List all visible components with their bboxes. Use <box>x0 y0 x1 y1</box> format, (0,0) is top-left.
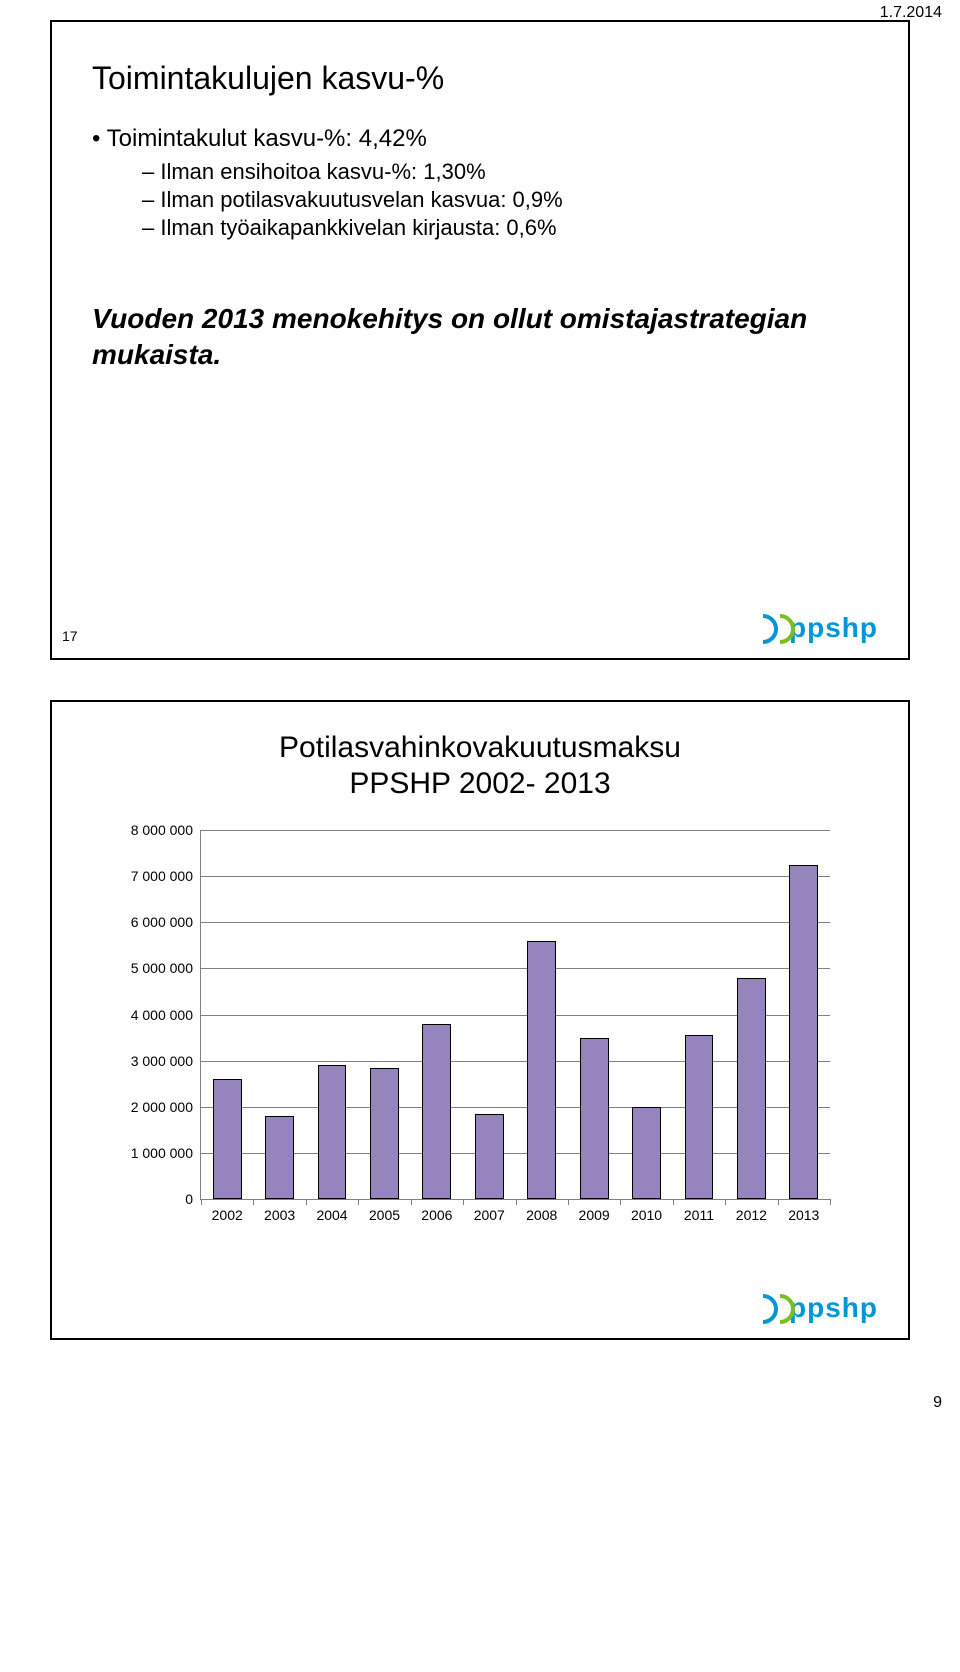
slide1-number: 17 <box>62 628 78 644</box>
chart-xtick <box>830 1199 831 1205</box>
chart-xtick <box>358 1199 359 1205</box>
chart-xtick-label: 2012 <box>736 1207 767 1223</box>
chart-ytick-label: 4 000 000 <box>115 1007 193 1023</box>
slide1-sub-1: Ilman potilasvakuutusvelan kasvua: 0,9% <box>142 187 868 213</box>
chart-xtick <box>411 1199 412 1205</box>
chart-xtick-label: 2007 <box>474 1207 505 1223</box>
chart-bar <box>370 1068 399 1199</box>
slide1-main-bullet: • Toimintakulut kasvu-%: 4,42% <box>92 125 868 153</box>
chart-xtick <box>778 1199 779 1205</box>
chart-xtick <box>306 1199 307 1205</box>
chart-xtick <box>201 1199 202 1205</box>
chart-gridline <box>201 1153 830 1154</box>
chart-xtick-label: 2009 <box>579 1207 610 1223</box>
logo-half-green-icon-2 <box>772 1298 786 1320</box>
slide1-sub-0: Ilman ensihoitoa kasvu-%: 1,30% <box>142 159 868 185</box>
chart-gridline <box>201 968 830 969</box>
chart-xtick <box>516 1199 517 1205</box>
chart-ytick-label: 0 <box>115 1191 193 1207</box>
chart-ytick-label: 7 000 000 <box>115 868 193 884</box>
logo-half-blue-icon <box>755 618 769 640</box>
slide1-highlight: Vuoden 2013 menokehitys on ollut omistaj… <box>92 301 868 374</box>
slide-1: Toimintakulujen kasvu-% • Toimintakulut … <box>50 20 910 660</box>
chart-xtick-label: 2003 <box>264 1207 295 1223</box>
chart-title-line2: PPSHP 2002- 2013 <box>349 767 610 800</box>
chart-ytick-label: 2 000 000 <box>115 1099 193 1115</box>
chart-xtick <box>673 1199 674 1205</box>
chart-bar <box>318 1065 347 1199</box>
chart-bar <box>580 1038 609 1199</box>
chart-bar <box>213 1079 242 1199</box>
chart-bar <box>737 978 766 1199</box>
chart-ytick-label: 8 000 000 <box>115 822 193 838</box>
chart-ytick-label: 3 000 000 <box>115 1053 193 1069</box>
chart-xtick <box>253 1199 254 1205</box>
chart-gridline <box>201 876 830 877</box>
chart-bar <box>265 1116 294 1199</box>
slide1-subbullets: Ilman ensihoitoa kasvu-%: 1,30% Ilman po… <box>142 159 868 241</box>
chart-title: Potilasvahinkovakuutusmaksu PPSHP 2002- … <box>92 730 868 802</box>
footer-page-number: 9 <box>933 1394 942 1412</box>
chart-gridline <box>201 1061 830 1062</box>
chart-xtick-label: 2004 <box>316 1207 347 1223</box>
chart-gridline <box>201 922 830 923</box>
chart-gridline <box>201 1015 830 1016</box>
chart-xtick <box>620 1199 621 1205</box>
chart-gridline <box>201 830 830 831</box>
logo-2: ppshp <box>755 1292 878 1324</box>
chart-bar <box>475 1114 504 1199</box>
chart-bar <box>632 1107 661 1199</box>
slide-2: Potilasvahinkovakuutusmaksu PPSHP 2002- … <box>50 700 910 1340</box>
chart-xtick-label: 2005 <box>369 1207 400 1223</box>
page: 1.7.2014 Toimintakulujen kasvu-% • Toimi… <box>0 0 960 1420</box>
logo: ppshp <box>755 612 878 644</box>
chart-bar <box>685 1035 714 1199</box>
chart-xtick-label: 2011 <box>684 1207 714 1223</box>
chart-ytick-label: 5 000 000 <box>115 960 193 976</box>
chart-xtick <box>725 1199 726 1205</box>
chart-xtick-label: 2010 <box>631 1207 662 1223</box>
chart-xtick <box>568 1199 569 1205</box>
chart-area: 0 1 000 000 2 000 000 3 000 000 4 000 000 5 0… <box>110 820 850 1240</box>
chart-xtick-label: 2006 <box>421 1207 452 1223</box>
chart-plot: 01 000 0002 000 0003 000 0004 000 0005 0… <box>200 830 830 1200</box>
slide1-title: Toimintakulujen kasvu-% <box>92 60 868 97</box>
chart-gridline <box>201 1107 830 1108</box>
chart-bar <box>527 941 556 1199</box>
chart-title-line1: Potilasvahinkovakuutusmaksu <box>279 731 681 764</box>
logo-half-green-icon <box>772 618 786 640</box>
chart-xtick-label: 2013 <box>788 1207 819 1223</box>
logo-half-blue-icon-2 <box>755 1298 769 1320</box>
chart-xtick-label: 2008 <box>526 1207 557 1223</box>
chart-xtick <box>463 1199 464 1205</box>
logo-text: ppshp <box>789 612 878 643</box>
logo-text-2: ppshp <box>789 1292 878 1323</box>
chart-bar <box>789 865 818 1199</box>
chart-ytick-label: 1 000 000 <box>115 1145 193 1161</box>
chart-bar <box>422 1024 451 1199</box>
chart-ytick-label: 6 000 000 <box>115 914 193 930</box>
chart-xtick-label: 2002 <box>212 1207 243 1223</box>
slide1-sub-2: Ilman työaikapankkivelan kirjausta: 0,6% <box>142 215 868 241</box>
